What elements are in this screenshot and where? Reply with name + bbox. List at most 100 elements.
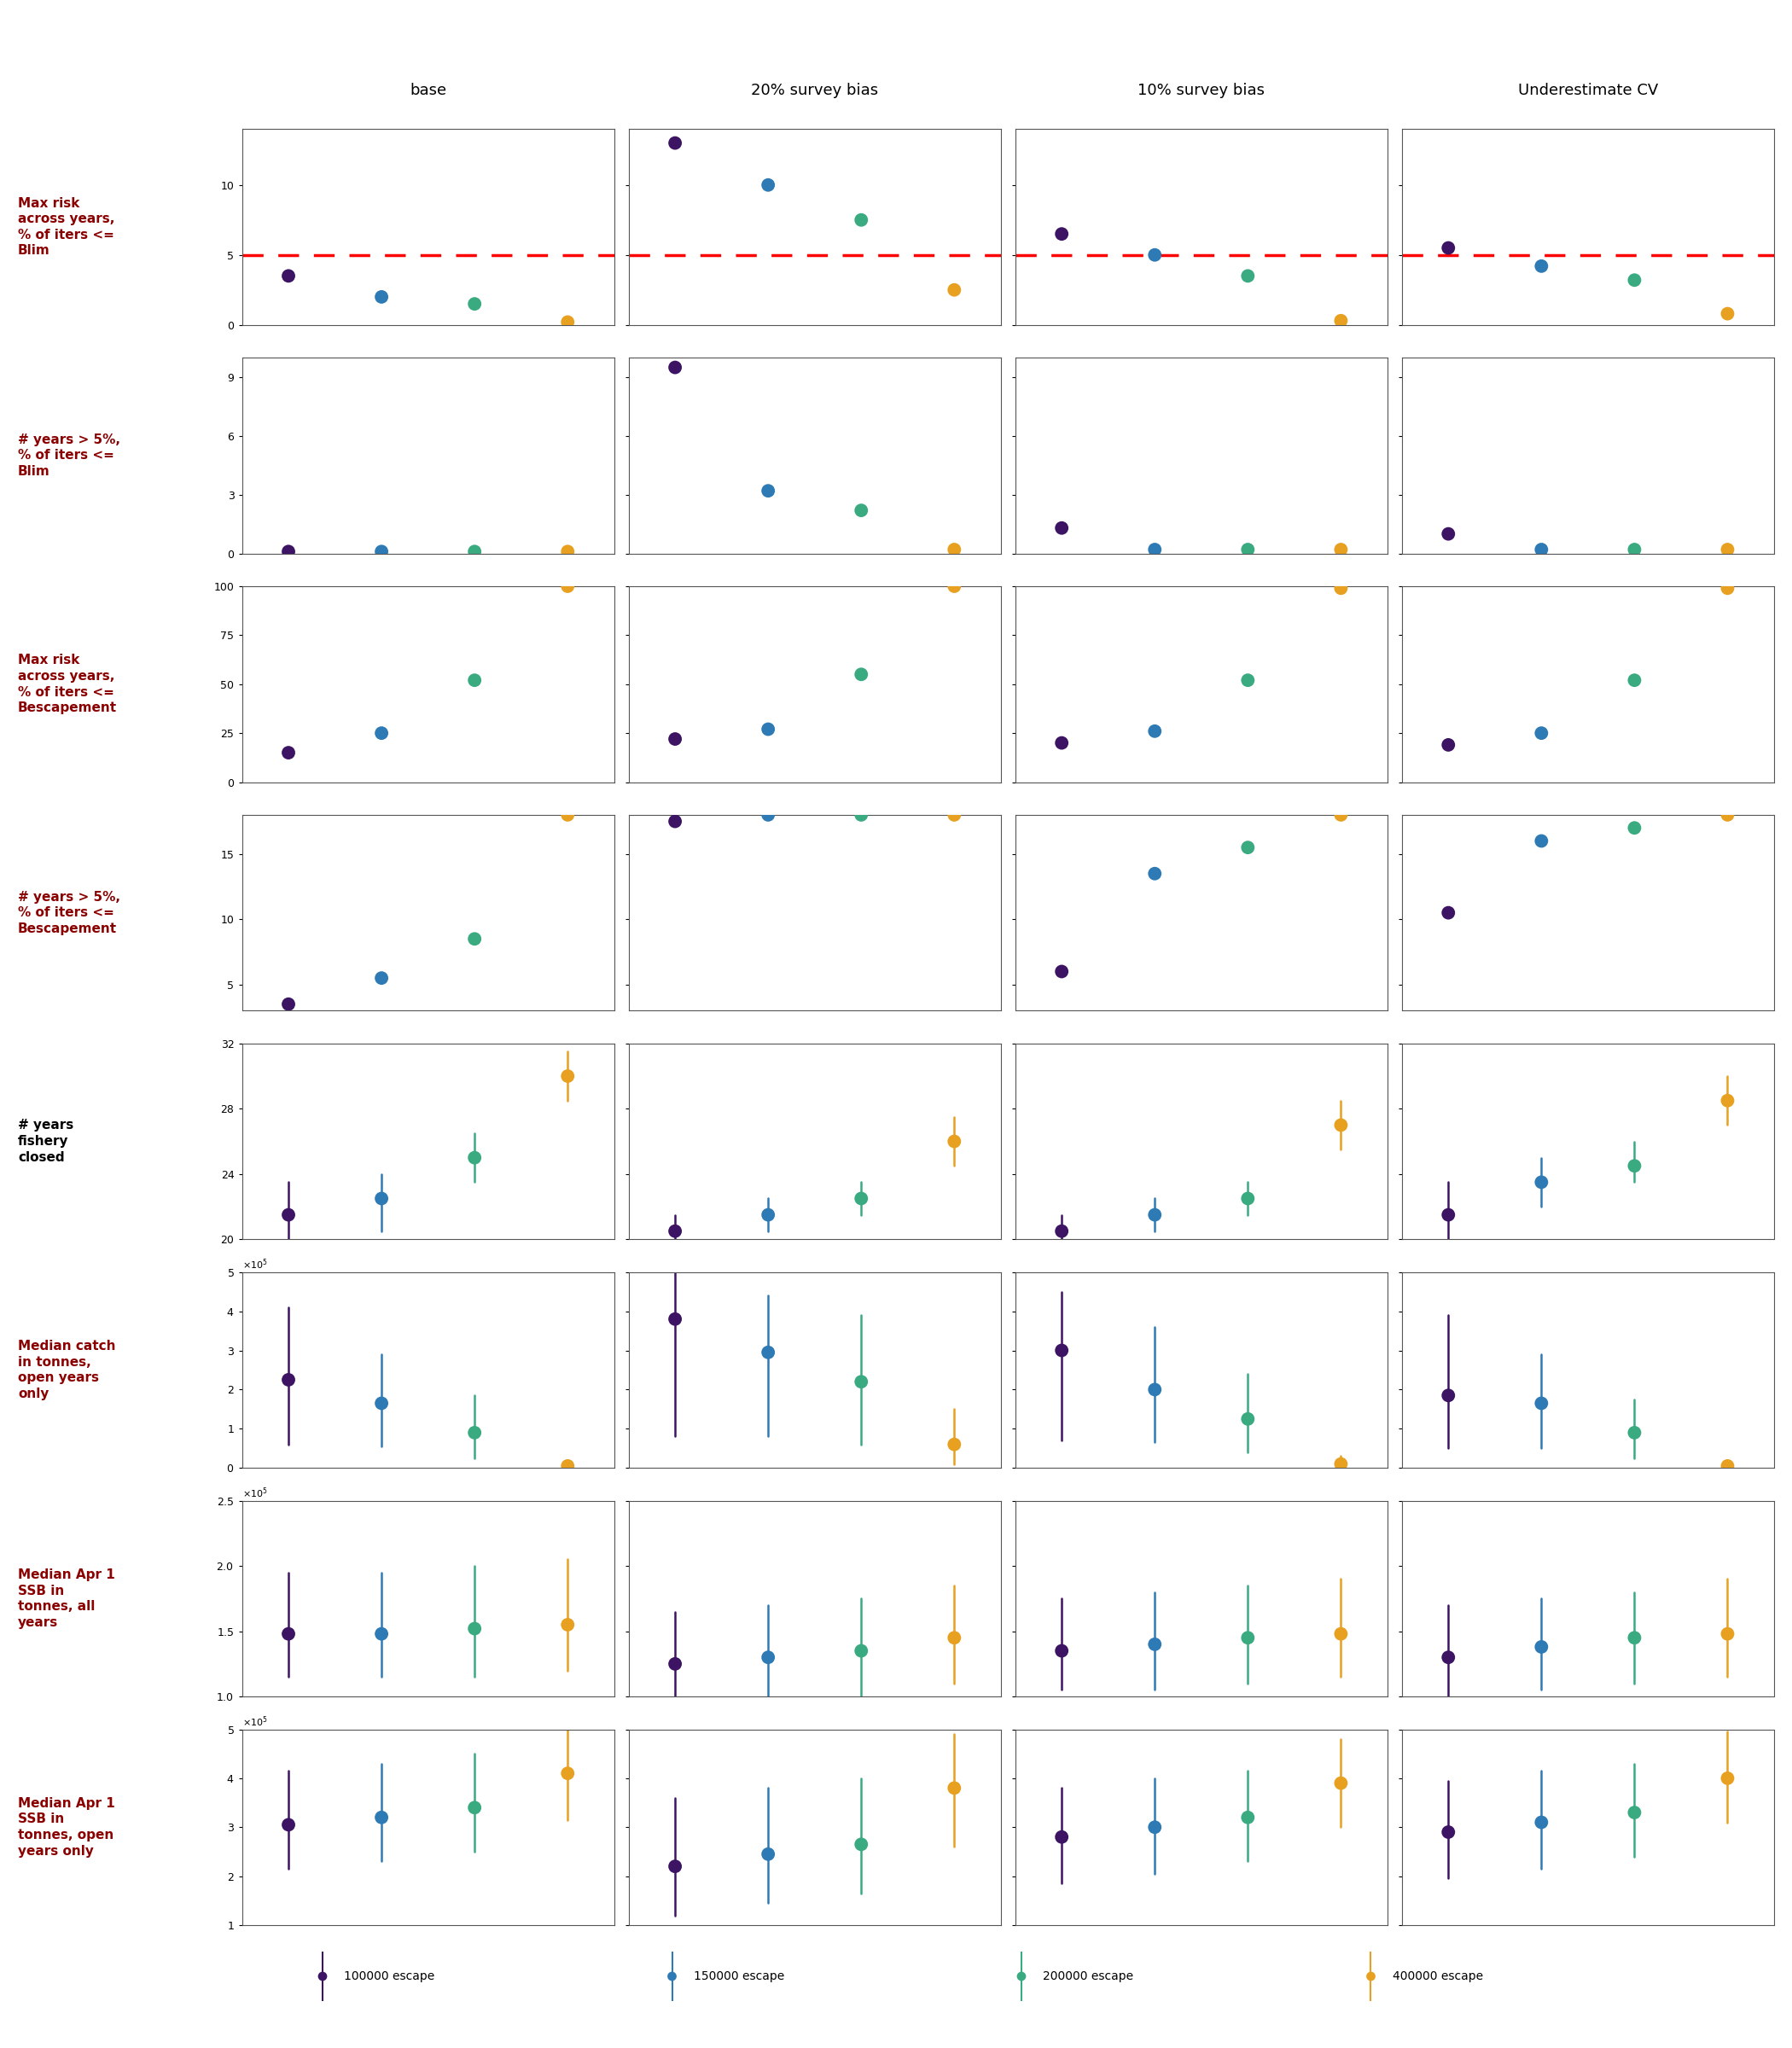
Point bbox=[554, 1757, 582, 1790]
Text: 20% survey bias: 20% survey bias bbox=[751, 82, 878, 98]
Point bbox=[1434, 518, 1462, 551]
Point bbox=[1713, 799, 1742, 831]
Point bbox=[461, 1792, 489, 1825]
Point bbox=[1620, 532, 1649, 565]
Point bbox=[1527, 1386, 1555, 1419]
Point bbox=[367, 535, 396, 567]
Point bbox=[1434, 1198, 1462, 1231]
Point bbox=[274, 1364, 303, 1397]
Point bbox=[1713, 1083, 1742, 1116]
Point bbox=[554, 305, 582, 338]
Point bbox=[554, 799, 582, 831]
Point bbox=[1233, 1800, 1262, 1833]
Point bbox=[1434, 897, 1462, 930]
Point bbox=[1620, 264, 1649, 297]
Point bbox=[367, 1618, 396, 1651]
Point bbox=[274, 535, 303, 567]
Point bbox=[461, 664, 489, 696]
Text: # years > 5%,
% of iters <=
Blim: # years > 5%, % of iters <= Blim bbox=[18, 434, 120, 477]
Point bbox=[367, 963, 396, 995]
Point bbox=[1233, 532, 1262, 565]
Point bbox=[1047, 727, 1075, 760]
Text: 10% survey bias: 10% survey bias bbox=[1138, 82, 1265, 98]
Text: Median catch
in tonnes,
open years
only: Median catch in tonnes, open years only bbox=[18, 1339, 116, 1401]
Point bbox=[661, 1214, 690, 1247]
Point bbox=[1047, 1634, 1075, 1667]
Point bbox=[554, 569, 582, 602]
Point bbox=[367, 281, 396, 313]
Point bbox=[1713, 1761, 1742, 1794]
Point bbox=[1434, 1817, 1462, 1849]
Point bbox=[848, 494, 876, 526]
Point bbox=[848, 1829, 876, 1862]
Point bbox=[461, 922, 489, 954]
Point bbox=[848, 1366, 876, 1399]
Point bbox=[554, 1608, 582, 1640]
Point bbox=[274, 1618, 303, 1651]
Point bbox=[1527, 1806, 1555, 1839]
Point bbox=[1140, 532, 1168, 565]
Point bbox=[1047, 1333, 1075, 1366]
Text: 400000 escape: 400000 escape bbox=[1392, 1970, 1484, 1982]
Point bbox=[1007, 1960, 1036, 1993]
Point bbox=[367, 1386, 396, 1419]
Point bbox=[754, 713, 783, 745]
Point bbox=[1713, 571, 1742, 604]
Point bbox=[1620, 811, 1649, 844]
Point bbox=[308, 1960, 337, 1993]
Point bbox=[1527, 1630, 1555, 1663]
Point bbox=[848, 799, 876, 831]
Point bbox=[941, 799, 969, 831]
Point bbox=[461, 1612, 489, 1645]
Point bbox=[554, 1450, 582, 1483]
Point bbox=[754, 1640, 783, 1673]
Point bbox=[1434, 1640, 1462, 1673]
Point bbox=[1140, 715, 1168, 748]
Point bbox=[754, 1335, 783, 1368]
Point bbox=[1527, 825, 1555, 858]
Text: 100000 escape: 100000 escape bbox=[344, 1970, 435, 1982]
Text: Median Apr 1
SSB in
tonnes, open
years only: Median Apr 1 SSB in tonnes, open years o… bbox=[18, 1796, 115, 1858]
Point bbox=[1326, 1108, 1355, 1141]
Point bbox=[1326, 571, 1355, 604]
Point bbox=[1326, 799, 1355, 831]
Point bbox=[1527, 1165, 1555, 1198]
Point bbox=[274, 737, 303, 770]
Point bbox=[661, 723, 690, 756]
Point bbox=[1140, 1198, 1168, 1231]
Point bbox=[754, 475, 783, 508]
Point bbox=[941, 569, 969, 602]
Point bbox=[1047, 217, 1075, 250]
Point bbox=[1233, 1403, 1262, 1436]
Point bbox=[367, 1182, 396, 1214]
Point bbox=[658, 1960, 686, 1993]
Point bbox=[1326, 1618, 1355, 1651]
Point bbox=[754, 168, 783, 201]
Point bbox=[1713, 1450, 1742, 1483]
Point bbox=[1047, 512, 1075, 545]
Point bbox=[1620, 1149, 1649, 1182]
Point bbox=[1233, 831, 1262, 864]
Point bbox=[1434, 1378, 1462, 1411]
Point bbox=[1233, 664, 1262, 696]
Point bbox=[848, 203, 876, 236]
Text: # years
fishery
closed: # years fishery closed bbox=[18, 1118, 73, 1163]
Point bbox=[1527, 250, 1555, 283]
Point bbox=[274, 260, 303, 293]
Point bbox=[848, 1182, 876, 1214]
Point bbox=[848, 1634, 876, 1667]
Point bbox=[941, 1622, 969, 1655]
Point bbox=[1233, 260, 1262, 293]
Text: Underestimate CV: Underestimate CV bbox=[1518, 82, 1658, 98]
Point bbox=[274, 987, 303, 1020]
Point bbox=[1713, 297, 1742, 330]
Point bbox=[274, 1198, 303, 1231]
Point bbox=[1713, 532, 1742, 565]
Text: 150000 escape: 150000 escape bbox=[694, 1970, 785, 1982]
Point bbox=[1326, 1767, 1355, 1800]
Text: Max risk
across years,
% of iters <=
Bescapement: Max risk across years, % of iters <= Bes… bbox=[18, 653, 116, 715]
Point bbox=[367, 1800, 396, 1833]
Point bbox=[461, 535, 489, 567]
Point bbox=[461, 1141, 489, 1174]
Point bbox=[1233, 1622, 1262, 1655]
